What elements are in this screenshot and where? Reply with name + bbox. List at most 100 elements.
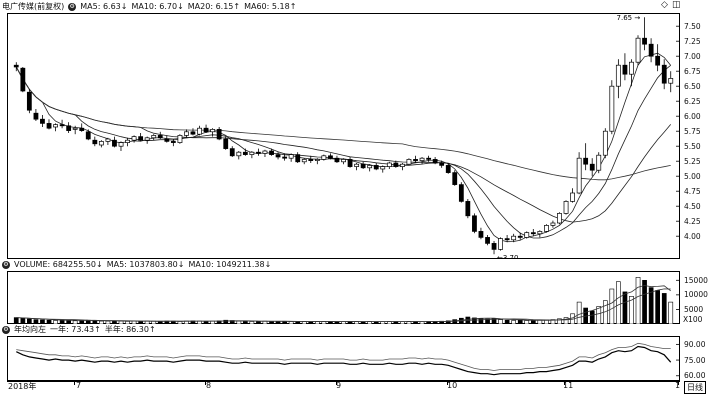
indicator-title: 年均向左 [14, 325, 46, 334]
candle [92, 136, 98, 147]
candle [341, 158, 346, 165]
volume-settings-icon[interactable]: ⚙ [2, 261, 10, 269]
candle-body [190, 131, 196, 135]
candle-body [40, 118, 45, 124]
volume-bar [249, 321, 255, 324]
candle-body [33, 112, 39, 120]
candle [413, 155, 418, 163]
volume-bar [661, 293, 667, 324]
candle [170, 139, 176, 147]
candle [635, 35, 641, 66]
candle [668, 71, 674, 93]
candle-body [59, 124, 65, 127]
indicator-one-year: 一年: 73.43↑ [50, 325, 101, 334]
candle-body [563, 201, 569, 214]
candle [131, 135, 137, 143]
window-toggle-icon[interactable]: ◫ [672, 0, 681, 10]
candle-body [570, 192, 575, 202]
volume-bar [596, 306, 602, 324]
candle [537, 230, 543, 238]
candle [439, 160, 445, 168]
candle-body [295, 154, 301, 163]
ma60-value: MA60: 5.18↑ [244, 2, 297, 11]
volume-bar [308, 321, 314, 324]
candle [334, 155, 340, 163]
candle [386, 161, 392, 169]
candle-body [419, 157, 425, 161]
candle-body [504, 238, 510, 241]
indicator-settings-icon[interactable]: ⚙ [2, 326, 10, 334]
candle-body [223, 138, 229, 149]
candle-body [53, 124, 58, 128]
volume-bar [373, 321, 379, 324]
candle-body [583, 157, 589, 165]
volume-bar [282, 321, 288, 324]
candle-body [386, 162, 392, 167]
candle-body [321, 155, 327, 160]
candle-body [550, 222, 556, 226]
high-price-label: 7.65 → [617, 14, 641, 22]
candle [589, 158, 595, 177]
candle-body [269, 150, 274, 155]
settings-icon[interactable]: ⚙ [68, 3, 77, 11]
volume-bar [223, 319, 229, 324]
candle-body [314, 159, 320, 161]
candle [203, 124, 209, 133]
one-year-line [16, 345, 672, 376]
candle-body [367, 165, 373, 169]
ma5-value: MA5: 6.63↓ [80, 2, 128, 11]
period-button[interactable]: 日线 [684, 381, 706, 394]
candle [288, 153, 294, 162]
volume-ma5: MA5: 1037803.80↓ [106, 260, 185, 269]
volume-bar [615, 281, 621, 324]
candle [40, 115, 45, 127]
volume-bar [203, 321, 209, 324]
candle [445, 163, 451, 174]
ma10-value: MA10: 6.70↓ [131, 2, 184, 11]
candle [295, 152, 301, 163]
candle-body [216, 129, 222, 140]
candle-body [177, 135, 183, 143]
volume-bar [589, 310, 595, 324]
volume-bar [341, 321, 346, 324]
candle-body [491, 243, 497, 250]
candle [98, 140, 104, 148]
volume-bar [635, 277, 641, 324]
ma10-line [15, 64, 671, 239]
candle [570, 188, 575, 203]
candle [550, 220, 556, 228]
candle [347, 157, 353, 168]
x-axis-line [7, 381, 680, 382]
diamond-icon[interactable]: ◇ [661, 0, 668, 10]
candle-body [511, 235, 517, 241]
x-label-2018: 2018年 [8, 382, 37, 391]
candle [157, 131, 163, 139]
candle [33, 109, 39, 121]
volume-bar [485, 318, 490, 324]
price-tick-label: 4.25 [684, 216, 701, 226]
candle-body [642, 37, 647, 45]
price-tick-label: 5.25 [684, 156, 701, 166]
candle [544, 224, 549, 233]
volume-bar [360, 321, 366, 324]
candle-body [485, 237, 490, 244]
indicator-tick-label: 75.00 [684, 355, 706, 365]
candle-body [602, 130, 608, 156]
volume-bar [530, 320, 536, 324]
candle [563, 200, 569, 215]
candle [53, 123, 58, 132]
candle [576, 152, 582, 195]
candle-body [400, 163, 405, 167]
candle [400, 163, 405, 171]
candle [269, 148, 274, 156]
candle [72, 125, 78, 135]
volume-bar [400, 321, 405, 324]
candle [321, 154, 327, 161]
candle [530, 229, 536, 237]
candle [426, 155, 432, 162]
price-tick-label: 6.00 [684, 111, 701, 121]
volume-bar [53, 320, 58, 324]
candle [46, 119, 52, 130]
candle [661, 59, 667, 90]
